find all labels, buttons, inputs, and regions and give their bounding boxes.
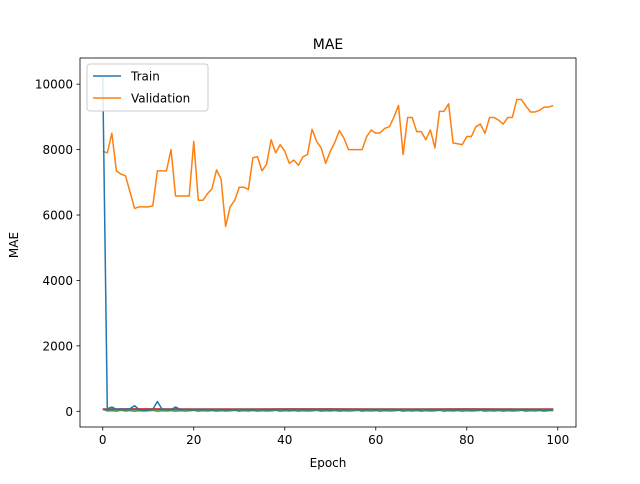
- x-tick-label: 0: [99, 433, 107, 447]
- y-tick-label: 6000: [42, 209, 73, 223]
- chart-title: MAE: [313, 37, 344, 53]
- y-axis-label: MAE: [7, 232, 21, 258]
- x-tick-label: 20: [186, 433, 201, 447]
- x-tick-label: 40: [277, 433, 292, 447]
- legend-label-validation: Validation: [131, 92, 190, 106]
- x-tick-label: 80: [459, 433, 474, 447]
- y-tick-label: 10000: [35, 78, 73, 92]
- x-tick-label: 100: [546, 433, 569, 447]
- y-tick-label: 0: [65, 405, 73, 419]
- y-tick-label: 2000: [42, 339, 73, 353]
- legend: Train Validation: [87, 64, 208, 111]
- x-tick-label: 60: [368, 433, 383, 447]
- x-axis-label: Epoch: [310, 456, 347, 470]
- y-tick-label: 4000: [42, 274, 73, 288]
- y-tick-label: 8000: [42, 143, 73, 157]
- legend-label-train: Train: [130, 70, 160, 84]
